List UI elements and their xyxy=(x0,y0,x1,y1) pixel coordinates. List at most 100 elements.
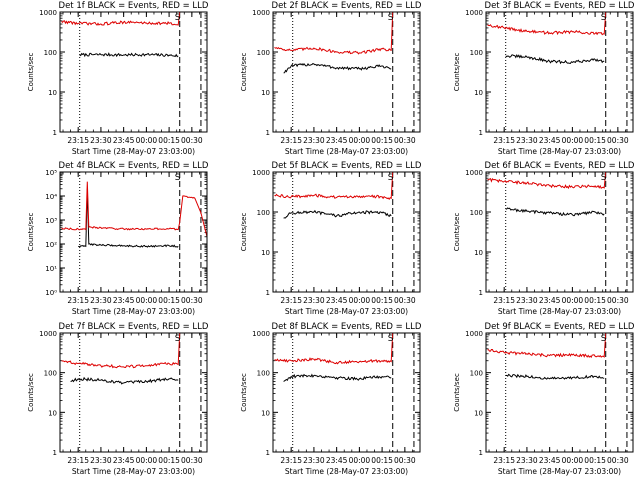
x-tick-label: 23:45 xyxy=(113,456,135,465)
x-tick-label: 23:15 xyxy=(493,296,515,305)
y-tick-label: 100 xyxy=(257,209,270,217)
y-tick-label: 10⁰ xyxy=(45,289,57,297)
x-tick-label: 23:45 xyxy=(326,136,348,145)
x-tick-label: 00:00 xyxy=(562,456,584,465)
x-tick-label: 00:00 xyxy=(136,456,158,465)
series-line-events xyxy=(78,188,179,248)
chart-panel-1: Det 1f BLACK = Events, RED = LLD Counts/s… xyxy=(27,1,209,156)
x-tick-label: 23:30 xyxy=(516,296,538,305)
series-line-events xyxy=(70,376,179,385)
x-tick-label: 23:30 xyxy=(303,136,325,145)
x-tick-label: 00:30 xyxy=(181,296,203,305)
y-axis-label: Counts/sec xyxy=(27,373,35,412)
x-tick-label: 23:30 xyxy=(303,296,325,305)
y-tick-label: 10 xyxy=(261,89,270,97)
y-tick-label: 1000 xyxy=(39,330,57,338)
x-tick-label: 00:30 xyxy=(394,296,416,305)
y-tick-label: 1000 xyxy=(252,9,270,17)
y-tick-label: 1000 xyxy=(465,9,483,17)
x-tick-label: 00:00 xyxy=(349,136,371,145)
y-axis-label: Counts/sec xyxy=(240,373,248,412)
chart-panel-8: Det 8f BLACK = Events, RED = LLD Counts/s… xyxy=(240,322,422,476)
x-tick-label: 23:15 xyxy=(280,136,302,145)
y-tick-label: 100 xyxy=(44,49,57,57)
x-tick-label: 00:30 xyxy=(181,136,203,145)
plot-frame xyxy=(272,11,421,133)
y-tick-label: 10¹ xyxy=(45,265,57,273)
x-tick-label: 00:15 xyxy=(584,296,606,305)
x-tick-label: 00:00 xyxy=(136,136,158,145)
y-tick-label: 100 xyxy=(257,49,270,57)
x-axis-label: Start Time (28-May-07 23:03:00) xyxy=(72,307,195,316)
y-axis-label: Counts/sec xyxy=(240,213,248,252)
chart-panel-5: Det 5f BLACK = Events, RED = LLD Counts/s… xyxy=(240,161,422,316)
series-line-lld xyxy=(274,171,394,201)
y-tick-label: 10² xyxy=(45,241,57,249)
panel-title: Det 7f BLACK = Events, RED = LLD xyxy=(59,322,209,332)
x-tick-label: 23:15 xyxy=(280,296,302,305)
y-tick-label: 100 xyxy=(44,370,57,378)
x-tick-label: 00:30 xyxy=(607,456,629,465)
x-tick-label: 23:45 xyxy=(539,456,561,465)
x-tick-label: 23:30 xyxy=(90,296,112,305)
marker-label: S xyxy=(175,334,181,344)
x-tick-label: 23:15 xyxy=(493,456,515,465)
y-tick-label: 1 xyxy=(266,129,270,137)
y-tick-label: 10 xyxy=(474,249,483,257)
series-line-events xyxy=(283,373,392,382)
y-tick-label: 1 xyxy=(266,289,270,297)
x-axis-label: Start Time (28-May-07 23:03:00) xyxy=(285,147,408,156)
x-tick-label: 23:15 xyxy=(280,456,302,465)
chart-panel-4: Det 4f BLACK = Events, RED = LLD Counts/s… xyxy=(27,161,209,316)
x-tick-label: 00:00 xyxy=(349,296,371,305)
series-line-lld xyxy=(274,11,394,55)
y-tick-label: 10⁵ xyxy=(45,169,57,177)
x-tick-label: 00:15 xyxy=(584,456,606,465)
x-tick-label: 00:00 xyxy=(349,456,371,465)
plot-frame xyxy=(59,332,208,453)
plot-frame xyxy=(272,332,421,453)
y-tick-label: 10 xyxy=(261,409,270,417)
x-tick-label: 23:30 xyxy=(303,456,325,465)
y-tick-label: 100 xyxy=(470,49,483,57)
x-tick-label: 23:15 xyxy=(67,136,89,145)
y-tick-label: 10³ xyxy=(45,217,57,225)
y-axis-label: Counts/sec xyxy=(453,213,461,252)
x-axis-label: Start Time (28-May-07 23:03:00) xyxy=(285,467,408,476)
x-tick-label: 00:30 xyxy=(607,136,629,145)
x-tick-label: 00:15 xyxy=(584,136,606,145)
y-tick-label: 1 xyxy=(479,129,483,137)
series-line-lld xyxy=(487,171,607,190)
x-tick-label: 23:45 xyxy=(539,296,561,305)
y-axis-label: Counts/sec xyxy=(453,373,461,412)
y-tick-label: 1 xyxy=(53,129,57,137)
x-tick-label: 00:15 xyxy=(158,296,180,305)
x-tick-label: 00:30 xyxy=(607,296,629,305)
x-tick-label: 23:15 xyxy=(67,456,89,465)
x-tick-label: 23:45 xyxy=(539,136,561,145)
series-line-events xyxy=(505,373,605,380)
marker-label: S xyxy=(388,334,394,344)
x-axis-label: Start Time (28-May-07 23:03:00) xyxy=(72,147,195,156)
x-tick-label: 00:15 xyxy=(371,136,393,145)
x-tick-label: 23:30 xyxy=(516,456,538,465)
x-tick-label: 00:15 xyxy=(371,456,393,465)
y-tick-label: 1000 xyxy=(252,169,270,177)
series-line-lld xyxy=(487,332,607,359)
chart-panel-9: Det 9f BLACK = Events, RED = LLD Counts/s… xyxy=(453,322,635,476)
x-tick-label: 00:15 xyxy=(371,296,393,305)
x-tick-label: 00:15 xyxy=(158,136,180,145)
y-tick-label: 1 xyxy=(479,449,483,457)
series-line-lld xyxy=(61,332,181,369)
marker-label: S xyxy=(601,173,607,183)
series-line-events xyxy=(283,62,392,74)
y-tick-label: 1 xyxy=(266,449,270,457)
plot-frame xyxy=(485,11,634,133)
series-line-lld xyxy=(274,332,394,365)
x-tick-label: 23:45 xyxy=(326,296,348,305)
y-tick-label: 1 xyxy=(53,449,57,457)
series-line-events xyxy=(505,207,605,217)
marker-label: S xyxy=(388,13,394,23)
x-tick-label: 23:15 xyxy=(493,136,515,145)
